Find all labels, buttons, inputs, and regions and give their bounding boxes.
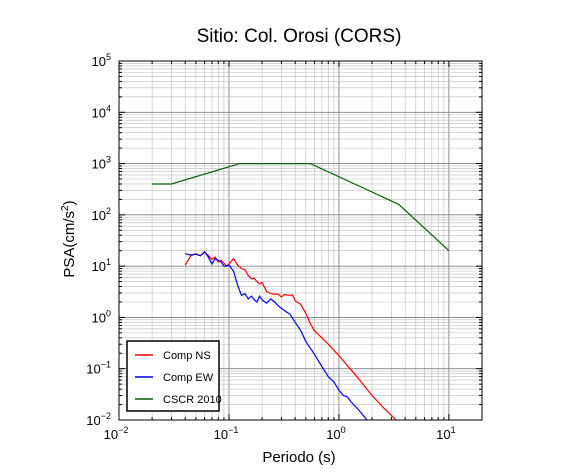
y-tick-label-exp: 4 bbox=[106, 103, 111, 113]
legend-label: CSCR 2010 bbox=[163, 394, 222, 406]
plot-frame bbox=[118, 60, 483, 421]
series-line-comp-ns bbox=[184, 250, 397, 420]
x-tick-label: 10−1 bbox=[214, 425, 239, 442]
axis-ticks bbox=[118, 60, 483, 421]
y-tick-label-base: 10 bbox=[86, 413, 100, 428]
x-tick-label: 101 bbox=[436, 425, 455, 442]
y-tick-label-exp: 0 bbox=[106, 308, 111, 318]
x-tick-label-exp: −1 bbox=[228, 425, 238, 435]
x-tick-label: 100 bbox=[326, 425, 345, 442]
y-axis-label: PSA(cm/s2) bbox=[60, 200, 78, 277]
y-tick-label: 102 bbox=[92, 206, 111, 223]
x-tick-label-base: 10 bbox=[326, 427, 340, 442]
chart-title: Sitio: Col. Orosi (CORS) bbox=[197, 26, 402, 47]
y-tick-label: 100 bbox=[92, 308, 111, 325]
y-tick-label-exp: −2 bbox=[101, 411, 111, 421]
y-tick-label-base: 10 bbox=[92, 208, 106, 223]
series-line-cscr-2010 bbox=[152, 163, 450, 252]
x-tick-label-exp: −2 bbox=[118, 425, 128, 435]
y-tick-label: 10−2 bbox=[86, 411, 111, 428]
y-tick-label-exp: 2 bbox=[106, 206, 111, 216]
y-axis-label-tail: ) bbox=[61, 200, 78, 205]
y-tick-label-base: 10 bbox=[92, 54, 106, 69]
series-layer bbox=[152, 163, 450, 420]
y-axis-label-sup: 2 bbox=[60, 205, 71, 211]
y-tick-label-base: 10 bbox=[86, 362, 100, 377]
x-tick-label: 10−2 bbox=[104, 425, 129, 442]
legend: Comp NS Comp EW CSCR 2010 bbox=[126, 340, 222, 412]
y-tick-label-base: 10 bbox=[92, 105, 106, 120]
y-tick-label-exp: 1 bbox=[106, 257, 111, 267]
y-tick-label: 10−1 bbox=[86, 360, 111, 377]
y-tick-label-exp: −1 bbox=[101, 360, 111, 370]
series-line-comp-ew bbox=[185, 250, 368, 420]
y-tick-label: 101 bbox=[92, 257, 111, 274]
y-tick-label-exp: 5 bbox=[106, 52, 111, 62]
y-tick-label-base: 10 bbox=[92, 157, 106, 172]
y-axis-label-base: PSA(cm/s bbox=[61, 211, 78, 278]
legend-label: Comp NS bbox=[163, 350, 211, 362]
x-tick-label-exp: 0 bbox=[341, 425, 346, 435]
y-tick-label: 103 bbox=[92, 155, 111, 172]
y-tick-label-base: 10 bbox=[92, 310, 106, 325]
x-tick-label-base: 10 bbox=[436, 427, 450, 442]
y-tick-label: 105 bbox=[92, 52, 111, 69]
x-tick-label-base: 10 bbox=[104, 427, 118, 442]
legend-label: Comp EW bbox=[163, 372, 214, 384]
x-axis-label: Periodo (s) bbox=[262, 449, 335, 466]
x-tick-label-base: 10 bbox=[214, 427, 228, 442]
y-tick-label-base: 10 bbox=[92, 259, 106, 274]
x-tick-label-exp: 1 bbox=[451, 425, 456, 435]
y-tick-label: 104 bbox=[92, 103, 111, 120]
y-tick-label-exp: 3 bbox=[106, 155, 111, 165]
